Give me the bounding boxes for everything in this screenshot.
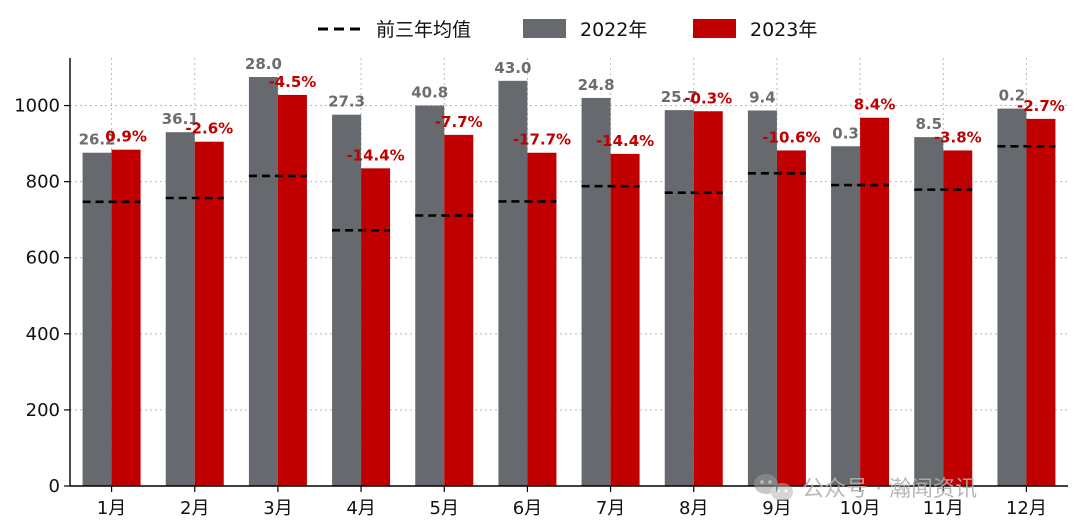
- data-label-2022: 26.2: [79, 131, 116, 149]
- legend-label-average: 前三年均值: [376, 19, 471, 41]
- data-label-2022: 24.8: [578, 76, 615, 94]
- data-label-2022: 43.0: [494, 59, 531, 77]
- bar-2022: [664, 110, 694, 487]
- watermark: 公众号 · 瀚闻资讯: [754, 474, 977, 502]
- legend-label-2023: 2023年: [750, 19, 817, 41]
- legend: 前三年均值 2022年 2023年: [318, 19, 817, 41]
- data-label-2023: -4.5%: [269, 73, 317, 91]
- watermark-text: 公众号 · 瀚闻资讯: [802, 477, 977, 502]
- bar-2022: [332, 114, 362, 487]
- data-label-2022: 27.3: [328, 93, 365, 111]
- bar-2022: [415, 105, 445, 487]
- x-tick-label: 6月: [513, 498, 542, 519]
- bar-2022: [581, 97, 611, 487]
- legend-label-2022: 2022年: [580, 19, 647, 41]
- data-label-2022: 8.5: [915, 115, 942, 133]
- bar-2023: [776, 150, 806, 486]
- x-tick-label: 2月: [180, 498, 209, 519]
- y-tick-label: 800: [26, 172, 60, 193]
- bar-2022: [498, 80, 528, 487]
- data-labels-layer: 26.20.9% 36.1-2.6% 28.0-4.5% 27.3 -14.4% 40.8…: [79, 55, 1065, 164]
- y-tick-label: 400: [26, 324, 60, 345]
- data-label-2023: 0.9%: [105, 128, 147, 146]
- data-label-2023: -2.7%: [1017, 97, 1065, 115]
- data-label-2023: -14.4%: [596, 132, 654, 150]
- x-tick-label: 8月: [679, 498, 708, 519]
- data-label-2023: -7.7%: [435, 113, 483, 131]
- x-tick-label: 7月: [596, 498, 625, 519]
- data-label-2023: -14.4%: [346, 146, 404, 164]
- data-label-2022: 9.4: [749, 89, 776, 107]
- bar-2022: [914, 137, 944, 486]
- x-tick-label: 5月: [430, 498, 459, 519]
- y-tick-label: 600: [26, 248, 60, 269]
- x-tick-label: 11月: [923, 498, 964, 519]
- bar-2023: [860, 117, 890, 487]
- bar-2022: [747, 110, 777, 486]
- y-tick-label: 200: [26, 400, 60, 421]
- data-label-2022: 28.0: [245, 55, 282, 73]
- data-label-2023: -3.8%: [934, 128, 982, 146]
- x-tick-label: 1月: [97, 498, 126, 519]
- axes-layer: 0 200 400 600 800 1000 1月 2月 3月 4月 5月 6月 7月 8月 9月 10月 11…: [14, 58, 1068, 519]
- data-label-2022: 40.8: [411, 84, 448, 102]
- bar-2023: [194, 141, 224, 486]
- y-tick-label: 1000: [14, 96, 60, 117]
- bar-2023: [693, 111, 723, 487]
- bar-2023: [361, 168, 391, 486]
- bar-2023: [610, 153, 640, 486]
- data-label-2023: -10.6%: [762, 128, 820, 146]
- data-label-2022: 0.3: [832, 124, 859, 142]
- x-tick-label: 3月: [263, 498, 292, 519]
- x-tick-label: 10月: [840, 498, 881, 519]
- bar-2023: [444, 134, 474, 486]
- bar-2022: [997, 108, 1027, 486]
- data-label-2023: 8.4%: [854, 96, 896, 114]
- x-tick-label: 12月: [1006, 498, 1047, 519]
- data-label-2022: 25.7: [661, 88, 698, 106]
- bar-2023: [527, 152, 557, 487]
- wechat-icon: [754, 474, 793, 501]
- bar-2022: [248, 77, 278, 487]
- x-tick-label: 4月: [346, 498, 375, 519]
- data-label-2022: 0.2: [999, 87, 1026, 105]
- data-label-2022: 36.1: [162, 110, 199, 128]
- y-tick-label: 0: [49, 476, 60, 497]
- bar-2022: [831, 146, 861, 486]
- bar-2023: [111, 149, 141, 486]
- bar-2023: [277, 94, 307, 487]
- x-tick-label: 9月: [762, 498, 791, 519]
- bar-2023: [943, 150, 973, 486]
- bar-2023: [1026, 118, 1056, 487]
- legend-swatch-2023: [693, 19, 736, 38]
- legend-swatch-2022: [523, 19, 566, 38]
- bar-2022: [82, 152, 112, 487]
- data-label-2023: -2.6%: [185, 120, 233, 138]
- bar-2022: [165, 132, 195, 487]
- data-label-2023: -0.3%: [684, 89, 732, 107]
- average-lines-layer: [82, 144, 1056, 232]
- data-label-2023: -17.7%: [513, 131, 571, 149]
